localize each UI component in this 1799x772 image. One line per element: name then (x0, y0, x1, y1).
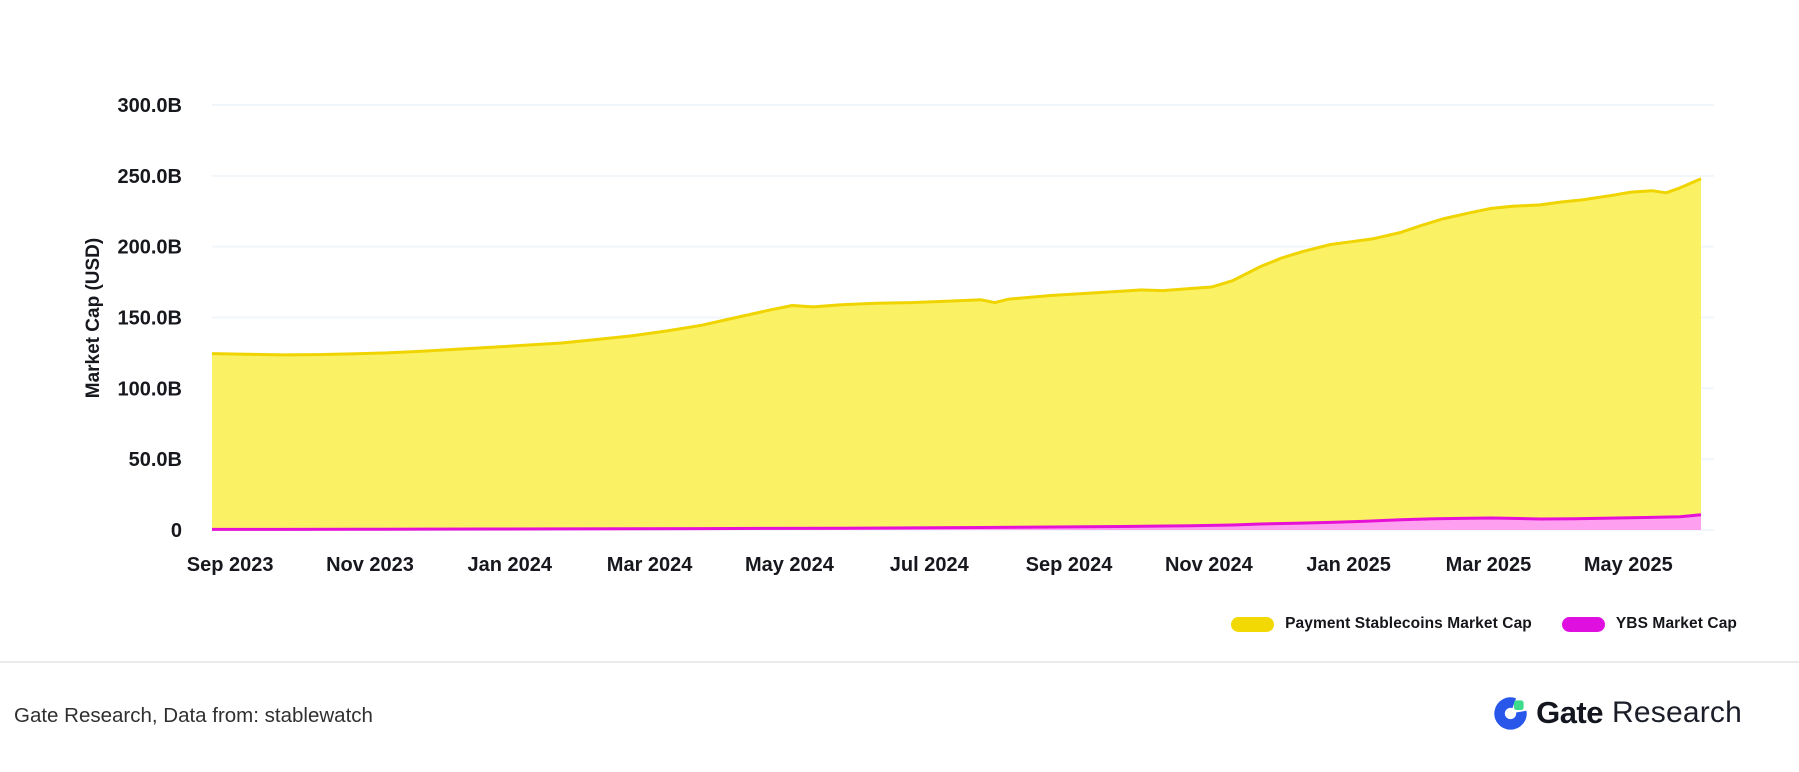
x-tick-label: Nov 2024 (1165, 554, 1254, 576)
x-tick-label: Sep 2023 (187, 554, 274, 576)
legend-swatch (1231, 616, 1275, 632)
legend-swatch (1561, 616, 1605, 632)
legend-item: YBS Market Cap (1561, 615, 1737, 633)
gate-logo-icon (1494, 696, 1527, 730)
ybs-line (212, 513, 1702, 531)
y-tick-label: 100.0B (118, 378, 183, 400)
gate-research-logo: Gate Research (1493, 694, 1742, 732)
y-tick-label: 300.0B (118, 95, 183, 117)
legend-label: YBS Market Cap (1615, 615, 1737, 632)
x-tick-label: May 2025 (1584, 554, 1673, 576)
gate-logo-ring (1494, 696, 1527, 730)
legend-item: Payment Stablecoins Market Cap (1231, 615, 1532, 633)
x-tick-label: Jul 2024 (890, 554, 970, 576)
x-tick-label: Mar 2024 (607, 554, 693, 576)
footer-divider (0, 661, 1799, 663)
logo-suffix-text: Research (1612, 696, 1742, 729)
gate-logo-square (1514, 699, 1524, 710)
payment-stablecoins-line (211, 177, 1702, 357)
y-tick-label: 50.0B (129, 449, 182, 471)
y-tick-label: 0 (171, 520, 182, 542)
x-tick-label: Sep 2024 (1026, 554, 1114, 576)
x-tick-label: Mar 2025 (1446, 554, 1532, 576)
x-tick-label: Nov 2023 (326, 554, 414, 576)
payment-stablecoins-area (212, 178, 1701, 530)
chart-legend: Payment Stablecoins Market Cap YBS Market… (1231, 613, 1737, 635)
legend-label: Payment Stablecoins Market Cap (1285, 615, 1532, 632)
x-tick-label: May 2024 (745, 554, 835, 576)
source-note: Gate Research, Data from: stablewatch (14, 704, 373, 727)
market-cap-area-chart: 300.0B250.0B200.0B150.0B100.0B50.0B0Sep … (83, 95, 1714, 576)
logo-brand-text: Gate (1536, 695, 1603, 730)
x-tick-label: Jan 2024 (468, 554, 553, 576)
ybs-area (212, 514, 1701, 530)
y-tick-label: 250.0B (118, 166, 183, 188)
y-tick-label: 150.0B (118, 308, 183, 330)
x-tick-label: Jan 2025 (1306, 554, 1391, 576)
y-tick-label: 200.0B (118, 237, 183, 259)
y-axis-title: Market Cap (USD) (83, 238, 104, 398)
